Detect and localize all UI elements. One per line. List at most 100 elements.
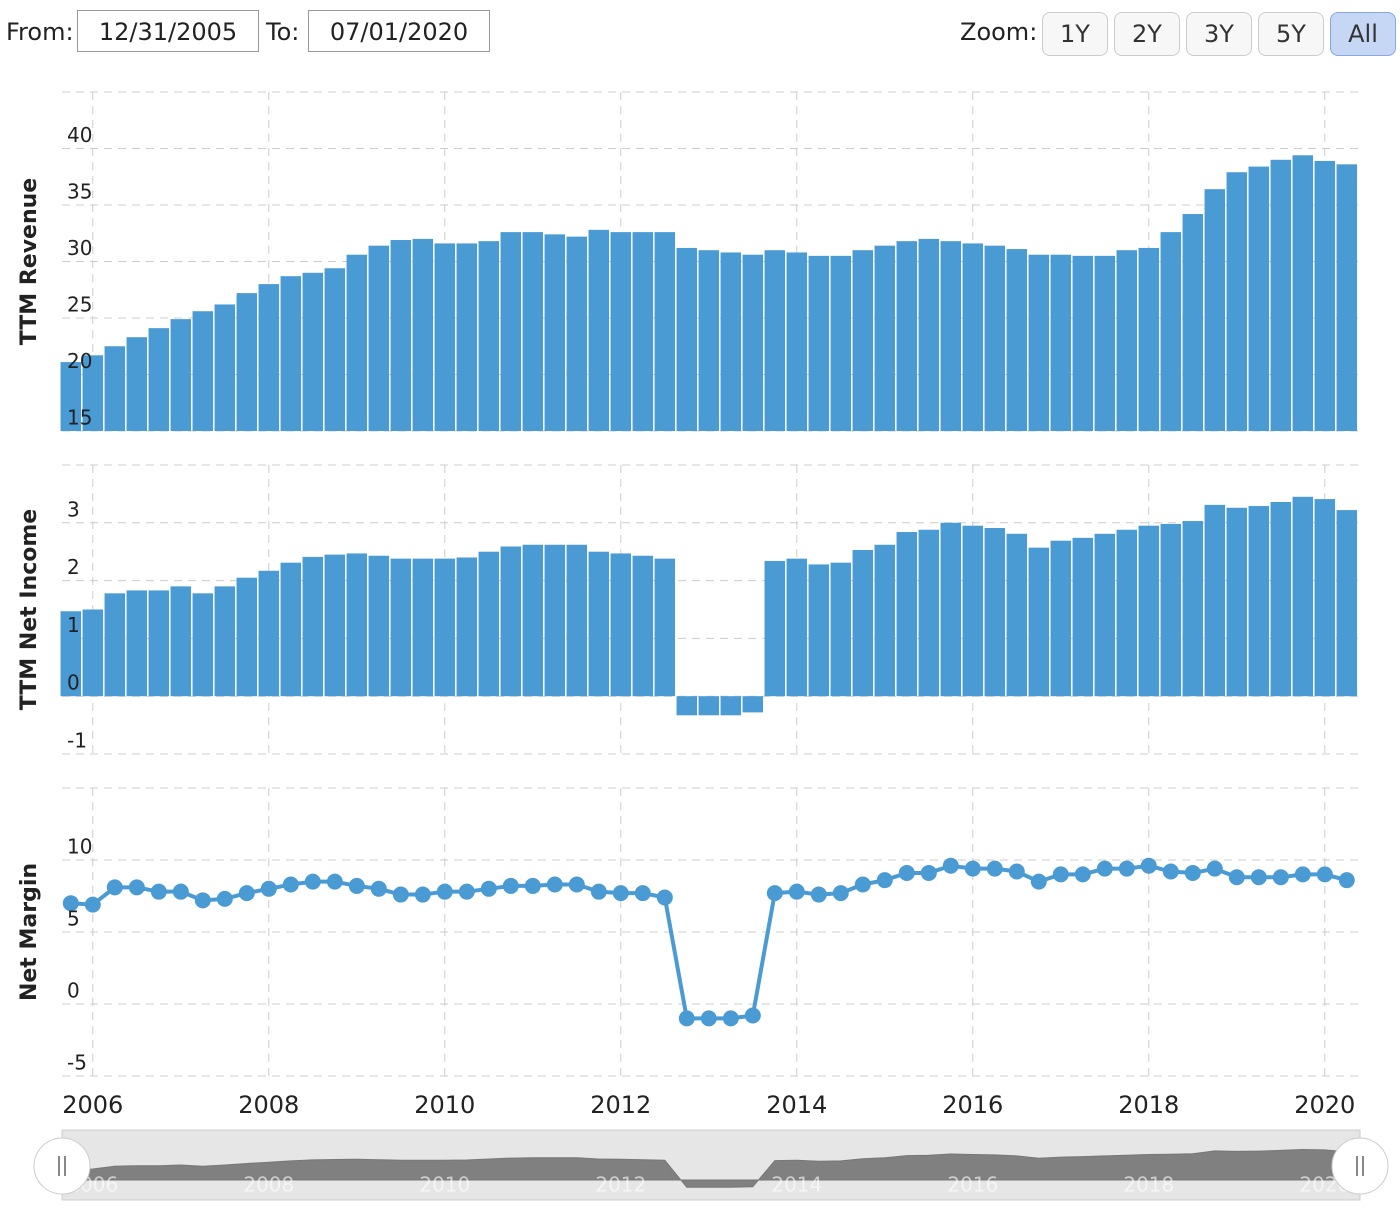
point xyxy=(986,860,1003,877)
point xyxy=(1096,860,1113,877)
navigator-handle[interactable] xyxy=(33,1137,91,1195)
point xyxy=(1140,857,1157,874)
bar xyxy=(280,562,302,697)
bar xyxy=(1050,254,1072,431)
bar xyxy=(1006,249,1028,431)
bar xyxy=(984,528,1006,697)
bar xyxy=(478,241,500,431)
point xyxy=(172,883,189,900)
bar xyxy=(1094,255,1116,431)
bar xyxy=(456,557,478,697)
zoom-button[interactable]: 1Y xyxy=(1042,12,1108,56)
y-axis-title: Net Margin xyxy=(17,863,42,1001)
bar xyxy=(456,243,478,431)
bar xyxy=(478,551,500,697)
bar xyxy=(302,272,324,431)
bar xyxy=(676,696,698,716)
bar xyxy=(522,232,544,431)
point xyxy=(612,885,629,902)
point xyxy=(1338,872,1355,889)
bar xyxy=(1138,247,1160,431)
bar xyxy=(324,554,346,697)
bar xyxy=(500,232,522,431)
bar xyxy=(940,241,962,431)
bar xyxy=(1160,232,1182,431)
x-tick-label: 2012 xyxy=(590,1091,651,1119)
zoom-button[interactable]: 2Y xyxy=(1114,12,1180,56)
point xyxy=(1074,866,1091,883)
point xyxy=(84,896,101,913)
point xyxy=(150,883,167,900)
from-label: From: xyxy=(6,18,74,46)
bar xyxy=(742,254,764,431)
point xyxy=(568,876,585,893)
x-tick-label: 2020 xyxy=(1294,1091,1355,1119)
y-tick-label: 40 xyxy=(67,123,92,147)
x-tick-label: 2016 xyxy=(942,1091,1003,1119)
navigator-handle[interactable] xyxy=(1331,1137,1389,1195)
bar xyxy=(852,549,874,697)
bar xyxy=(1072,537,1094,697)
point xyxy=(832,885,849,902)
bar xyxy=(148,328,170,431)
bar xyxy=(412,558,434,697)
bar xyxy=(1314,499,1336,697)
y-tick-label: 5 xyxy=(67,907,80,931)
point xyxy=(1250,869,1267,886)
bar xyxy=(82,355,104,431)
bar xyxy=(896,241,918,431)
bar xyxy=(610,553,632,697)
x-tick-label: 2018 xyxy=(1118,1091,1179,1119)
bar xyxy=(742,696,764,713)
navigator-tick-label: 2008 xyxy=(243,1173,294,1197)
zoom-button[interactable]: 5Y xyxy=(1258,12,1324,56)
bar xyxy=(434,558,456,697)
bar xyxy=(500,546,522,697)
bar xyxy=(676,247,698,431)
bar xyxy=(1094,533,1116,697)
bar xyxy=(632,232,654,431)
bar xyxy=(654,558,676,697)
bar xyxy=(1270,501,1292,697)
y-tick-label: 25 xyxy=(67,293,92,317)
navigator-tick-label: 2010 xyxy=(419,1173,470,1197)
point xyxy=(854,876,871,893)
bar xyxy=(808,564,830,697)
zoom-label: Zoom: xyxy=(960,18,1038,46)
point xyxy=(62,895,79,912)
bar xyxy=(126,590,148,697)
bar xyxy=(236,293,258,431)
bar xyxy=(368,245,390,431)
bar xyxy=(1314,160,1336,431)
bar xyxy=(170,319,192,431)
to-input[interactable]: 07/01/2020 xyxy=(308,10,490,52)
from-input[interactable]: 12/31/2005 xyxy=(77,10,259,52)
point xyxy=(1294,866,1311,883)
point xyxy=(348,877,365,894)
bar xyxy=(170,586,192,697)
bar xyxy=(962,525,984,697)
bar xyxy=(104,593,126,697)
bar xyxy=(412,238,434,431)
navigator-tick-label: 2018 xyxy=(1123,1173,1174,1197)
point xyxy=(942,857,959,874)
bar xyxy=(1006,533,1028,697)
point xyxy=(766,885,783,902)
bar xyxy=(1028,254,1050,431)
zoom-button[interactable]: 3Y xyxy=(1186,12,1252,56)
bar xyxy=(368,555,390,697)
zoom-button[interactable]: All xyxy=(1330,12,1396,56)
bar xyxy=(1050,540,1072,697)
bar xyxy=(126,337,148,431)
navigator-tick-label: 2016 xyxy=(947,1173,998,1197)
y-tick-label: 15 xyxy=(67,406,92,430)
point xyxy=(238,885,255,902)
bar xyxy=(1182,214,1204,431)
bar xyxy=(1248,166,1270,431)
bar xyxy=(720,696,742,716)
point xyxy=(876,872,893,889)
point xyxy=(260,880,277,897)
x-tick-label: 2008 xyxy=(238,1091,299,1119)
bar xyxy=(1116,529,1138,697)
bar xyxy=(214,304,236,431)
